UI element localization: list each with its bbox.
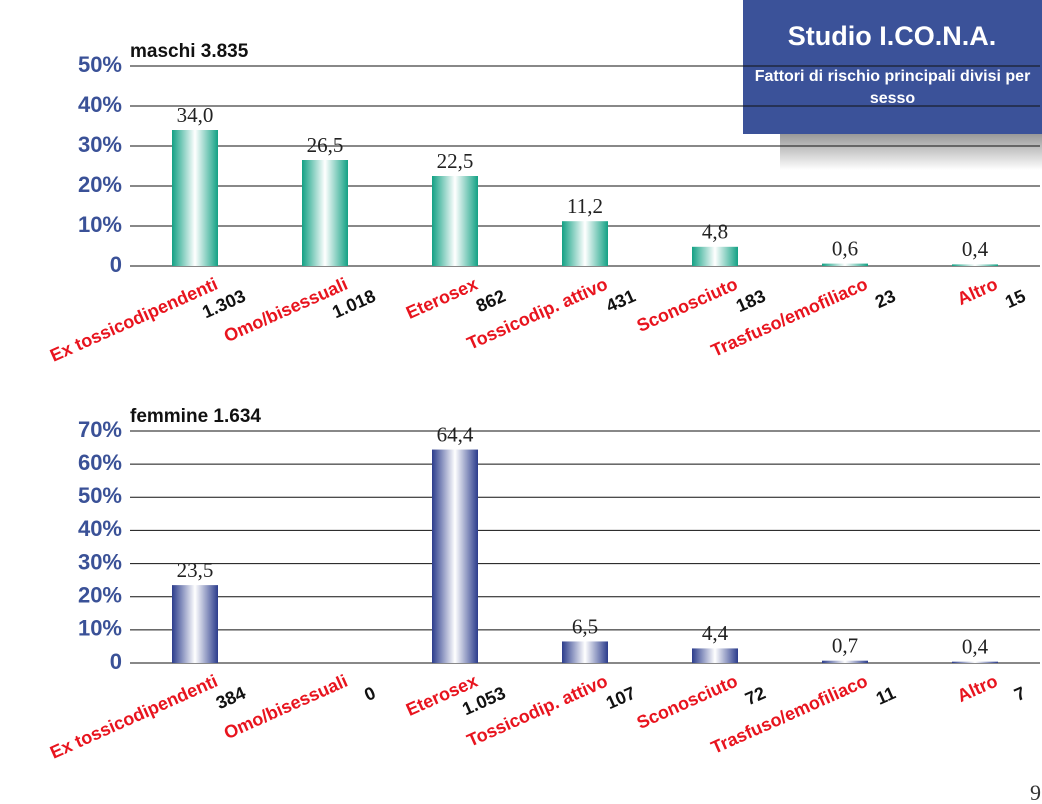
count-label: 15	[1002, 286, 1028, 312]
y-tick-label: 50%	[78, 483, 122, 508]
count-label: 23	[872, 286, 898, 312]
category-label: Sconosciuto	[634, 274, 741, 336]
value-label: 22,5	[437, 149, 474, 173]
category-label: Omo/bisessuali	[221, 671, 351, 743]
category-label: Eterosex	[403, 274, 481, 323]
value-label: 11,2	[567, 194, 603, 218]
y-tick-label: 10%	[78, 212, 122, 237]
bar	[172, 130, 218, 266]
y-tick-label: 0	[110, 252, 122, 277]
chart-title: maschi 3.835	[130, 41, 249, 62]
bar	[432, 449, 478, 663]
y-tick-label: 60%	[78, 450, 122, 475]
value-label: 0,4	[962, 634, 989, 658]
bar	[822, 660, 868, 663]
bar	[692, 648, 738, 663]
value-label: 0,6	[832, 236, 858, 260]
value-label: 64,4	[437, 422, 474, 446]
category-label: Altro	[954, 671, 1001, 706]
y-tick-label: 70%	[78, 417, 122, 442]
category-label: Altro	[954, 274, 1001, 309]
bar	[692, 246, 738, 266]
y-tick-label: 20%	[78, 583, 122, 608]
y-tick-label: 30%	[78, 132, 122, 157]
page-number: 9	[1030, 780, 1041, 804]
count-label: 0	[361, 683, 378, 705]
subtitle-wrap: Fattori di rischio principali divisi per…	[754, 68, 1031, 107]
category-label: Ex tossicodipendenti	[47, 274, 221, 366]
category-label: Sconosciuto	[634, 671, 741, 733]
value-label: 34,0	[177, 103, 214, 127]
header-subtitle: Fattori di rischio principali divisi per…	[754, 68, 1031, 107]
bar	[952, 264, 998, 266]
value-label: 4,4	[702, 621, 729, 645]
y-tick-label: 40%	[78, 92, 122, 117]
value-label: 6,5	[572, 614, 598, 638]
bar	[302, 160, 348, 266]
value-label: 26,5	[307, 133, 344, 157]
bar	[172, 585, 218, 663]
bar	[952, 661, 998, 663]
value-label: 4,8	[702, 220, 728, 244]
box-shadow	[780, 134, 1042, 170]
y-tick-label: 10%	[78, 616, 122, 641]
value-label: 23,5	[177, 558, 214, 582]
title-box	[743, 0, 1042, 134]
bar	[562, 641, 608, 663]
y-tick-label: 30%	[78, 549, 122, 574]
bar	[822, 263, 868, 266]
value-label: 0,7	[832, 633, 858, 657]
bar	[562, 221, 608, 266]
y-tick-label: 0	[110, 649, 122, 674]
count-label: 72	[742, 683, 768, 709]
value-label: 0,4	[962, 237, 989, 261]
y-tick-label: 40%	[78, 516, 122, 541]
count-label: 7	[1011, 683, 1028, 705]
category-label: Ex tossicodipendenti	[47, 671, 221, 763]
bar	[432, 176, 478, 266]
count-label: 11	[873, 683, 899, 709]
chart-title: femmine 1.634	[130, 406, 261, 427]
y-tick-label: 20%	[78, 172, 122, 197]
y-tick-label: 50%	[78, 52, 122, 77]
header-title: Studio I.CO.N.A.	[788, 21, 997, 51]
